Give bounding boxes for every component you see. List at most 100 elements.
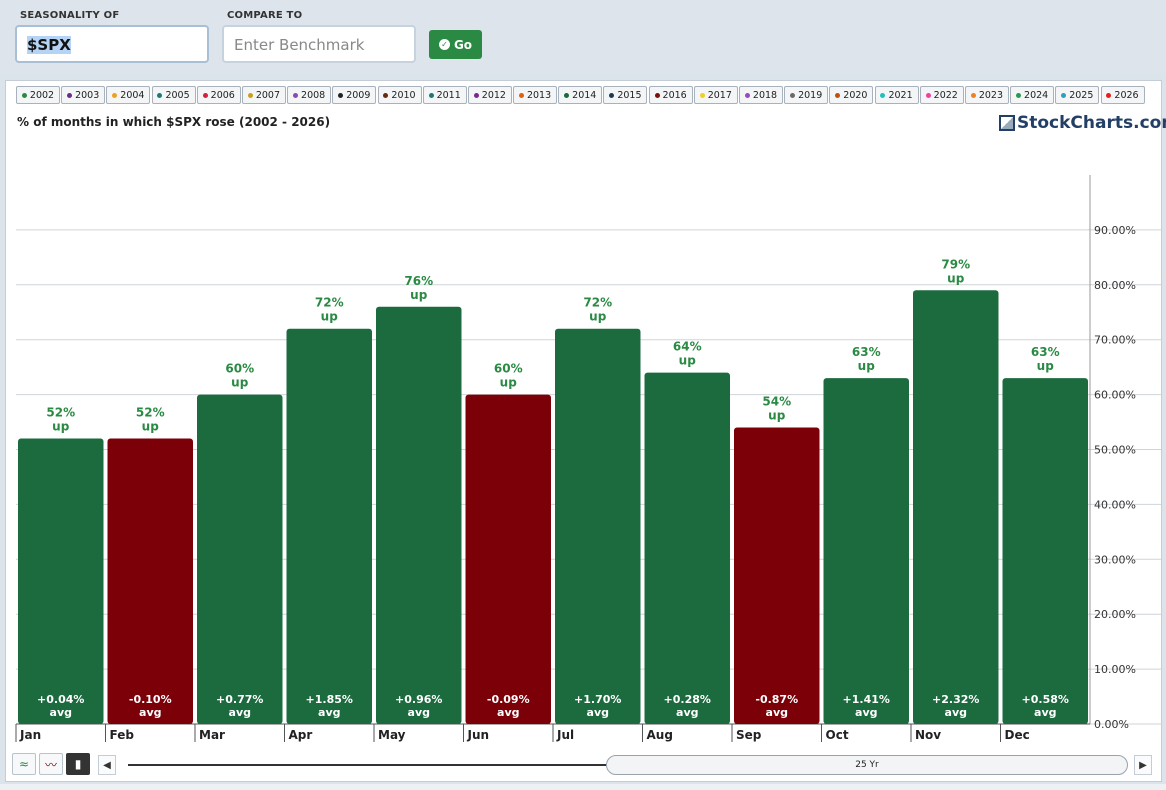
year-chip-2005[interactable]: 2005 <box>151 86 196 104</box>
scroll-left-button[interactable]: ◀ <box>98 755 116 775</box>
year-dot-icon <box>880 92 886 98</box>
year-chip-2024[interactable]: 2024 <box>1010 86 1055 104</box>
x-tick-label: Apr <box>289 728 313 742</box>
year-chip-2011[interactable]: 2011 <box>422 86 467 104</box>
up-label: up <box>947 271 965 285</box>
go-button[interactable]: ✓ Go <box>429 30 482 59</box>
year-chip-2019[interactable]: 2019 <box>784 86 829 104</box>
year-chip-2004[interactable]: 2004 <box>106 86 151 104</box>
year-label: 2022 <box>933 89 958 101</box>
year-dot-icon <box>1061 92 1067 98</box>
up-label: up <box>52 420 70 434</box>
footer-strip <box>0 784 1166 790</box>
x-tick-label: Sep <box>736 728 762 742</box>
scroll-right-button[interactable]: ▶ <box>1134 755 1152 775</box>
year-label: 2020 <box>843 89 868 101</box>
year-label: 2008 <box>301 89 326 101</box>
year-chip-2018[interactable]: 2018 <box>739 86 783 104</box>
year-dot-icon <box>609 92 615 98</box>
year-chip-2006[interactable]: 2006 <box>196 86 241 104</box>
y-tick-label: 0.00% <box>1094 718 1129 731</box>
year-selector: 2002 2003 2004 2005 2006 2007 2008 2009 2010 2011… <box>16 86 1156 104</box>
year-chip-2009[interactable]: 2009 <box>332 86 377 104</box>
chart-panel: 2002 2003 2004 2005 2006 2007 2008 2009 2010 2011… <box>5 80 1166 782</box>
view-bar-chart-button[interactable]: ▮ <box>66 753 90 775</box>
up-label: up <box>321 310 339 324</box>
year-label: 2017 <box>707 89 732 101</box>
y-tick-label: 10.00% <box>1094 663 1136 676</box>
year-label: 2012 <box>481 89 506 101</box>
year-chip-2012[interactable]: 2012 <box>467 86 512 104</box>
year-chip-2016[interactable]: 2016 <box>648 86 693 104</box>
year-dot-icon <box>518 92 524 98</box>
year-chip-2020[interactable]: 2020 <box>829 86 874 104</box>
avg-label: avg <box>766 706 788 719</box>
year-chip-2013[interactable]: 2013 <box>513 86 558 104</box>
avg-return-label: +1.41% <box>843 693 890 706</box>
right-arrow-icon: ▶ <box>1139 759 1147 771</box>
year-chip-2010[interactable]: 2010 <box>377 86 422 104</box>
x-tick-label: Jun <box>467 728 490 742</box>
year-chip-2017[interactable]: 2017 <box>693 86 738 104</box>
year-dot-icon <box>247 92 253 98</box>
year-label: 2010 <box>391 89 416 101</box>
stockcharts-logo: StockCharts.com <box>999 113 1166 133</box>
view-performance-button[interactable]: 〰 <box>39 753 63 775</box>
pct-label: 76% <box>404 274 433 288</box>
x-tick-label: Dec <box>1005 728 1030 742</box>
check-icon: ✓ <box>438 39 450 50</box>
avg-return-label: +0.04% <box>37 693 84 706</box>
avg-label: avg <box>587 706 609 719</box>
range-slider-track[interactable] <box>128 764 608 766</box>
year-chip-2008[interactable]: 2008 <box>287 86 332 104</box>
year-dot-icon <box>564 92 570 98</box>
year-chip-2026[interactable]: 2026 <box>1100 86 1145 104</box>
year-dot-icon <box>1106 92 1112 98</box>
view-line-chart-button[interactable]: ≈ <box>12 753 36 775</box>
year-chip-2015[interactable]: 2015 <box>603 86 648 104</box>
y-tick-label: 70.00% <box>1094 334 1136 347</box>
logo-text: StockCharts.com <box>1017 113 1166 133</box>
year-dot-icon <box>67 92 73 98</box>
line-chart-icon: ≈ <box>18 757 30 771</box>
year-chip-2002[interactable]: 2002 <box>16 86 60 104</box>
year-chip-2003[interactable]: 2003 <box>61 86 106 104</box>
up-label: up <box>768 409 786 423</box>
pct-label: 52% <box>136 406 165 420</box>
benchmark-input[interactable]: Enter Benchmark <box>222 25 416 63</box>
performance-icon: 〰 <box>44 757 57 772</box>
pct-label: 79% <box>941 257 970 271</box>
year-chip-2022[interactable]: 2022 <box>919 86 964 104</box>
avg-label: avg <box>945 706 967 719</box>
year-label: 2023 <box>978 89 1004 101</box>
pct-label: 52% <box>46 406 75 420</box>
year-label: 2025 <box>1069 89 1094 101</box>
avg-label: avg <box>1034 706 1056 719</box>
logo-icon <box>999 115 1015 131</box>
y-tick-label: 90.00% <box>1094 224 1136 237</box>
avg-return-label: -0.10% <box>129 693 172 706</box>
x-tick-label: Nov <box>915 728 941 742</box>
year-label: 2006 <box>210 89 235 101</box>
up-label: up <box>500 376 518 390</box>
year-dot-icon <box>835 92 841 98</box>
symbol-input[interactable]: $SPX <box>15 25 209 63</box>
avg-return-label: +1.85% <box>306 693 353 706</box>
year-dot-icon <box>21 92 27 98</box>
year-chip-2023[interactable]: 2023 <box>964 86 1009 104</box>
up-label: up <box>410 288 428 302</box>
year-chip-2025[interactable]: 2025 <box>1055 86 1100 104</box>
year-chip-2014[interactable]: 2014 <box>558 86 603 104</box>
year-chip-2021[interactable]: 2021 <box>874 86 919 104</box>
bar-feb <box>107 438 193 724</box>
avg-label: avg <box>855 706 877 719</box>
compare-label: COMPARE TO <box>227 10 303 21</box>
year-dot-icon <box>654 92 660 98</box>
range-slider-window[interactable]: 25 Yr <box>606 755 1128 775</box>
pct-label: 63% <box>852 345 881 359</box>
year-chip-2007[interactable]: 2007 <box>241 86 286 104</box>
pct-label: 64% <box>673 340 702 354</box>
year-dot-icon <box>790 92 796 98</box>
avg-label: avg <box>676 706 698 719</box>
avg-return-label: +2.32% <box>932 693 979 706</box>
